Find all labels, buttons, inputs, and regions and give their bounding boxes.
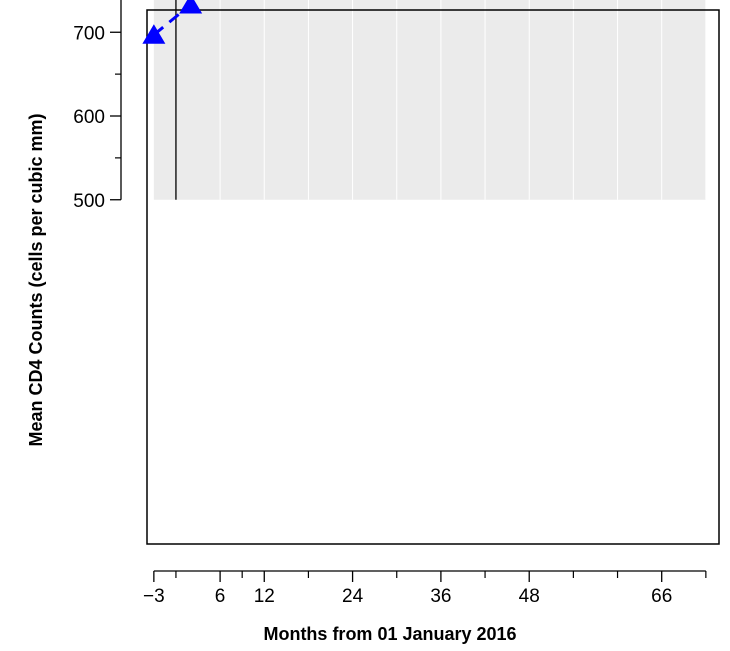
x-tick-label: 36 xyxy=(430,586,451,607)
y-tick-label: 600 xyxy=(73,107,105,128)
plot-panel xyxy=(153,0,706,200)
x-axis-title: Months from 01 January 2016 xyxy=(263,624,516,644)
y-tick-label: 700 xyxy=(73,23,105,44)
x-tick-label: 12 xyxy=(254,586,275,607)
data-point-deferred xyxy=(179,0,203,14)
x-tick-label: 66 xyxy=(651,586,672,607)
plot-frame xyxy=(146,9,720,545)
x-tick-label: 24 xyxy=(342,586,364,607)
x-tick-label: 48 xyxy=(519,586,540,607)
x-tick-label: 6 xyxy=(215,586,226,607)
data-point-deferred xyxy=(142,24,166,44)
y-tick-label: 500 xyxy=(73,191,105,212)
y-axis-title: Mean CD4 Counts (cells per cubic mm) xyxy=(26,113,46,446)
x-tick-label: −3 xyxy=(143,586,165,607)
series-deferred xyxy=(142,0,203,44)
